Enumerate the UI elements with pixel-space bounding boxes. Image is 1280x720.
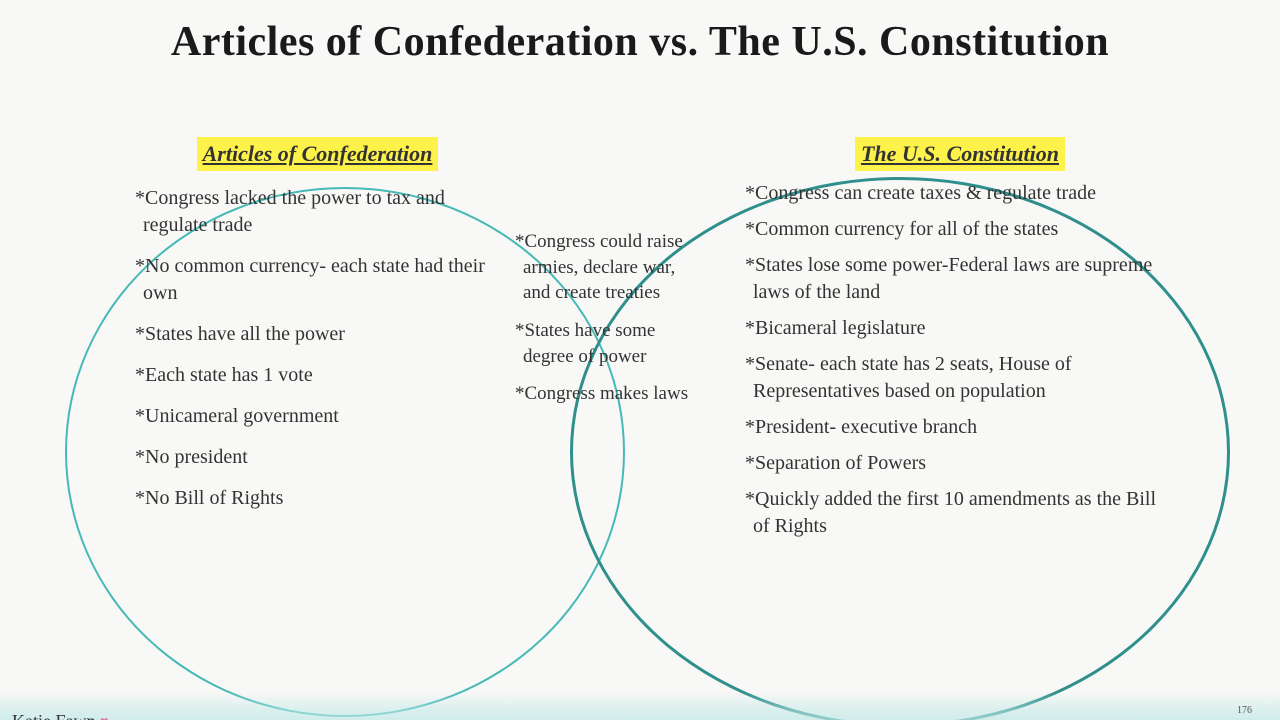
left-heading: Articles of Confederation bbox=[197, 137, 439, 171]
list-item: *States lose some power-Federal laws are… bbox=[745, 252, 1175, 306]
list-item: *Common currency for all of the states bbox=[745, 216, 1175, 243]
list-item: *No president bbox=[135, 444, 500, 471]
list-item: *No Bill of Rights bbox=[135, 485, 500, 512]
list-item: *Each state has 1 vote bbox=[135, 362, 500, 389]
right-section: The U.S. Constitution *Congress can crea… bbox=[745, 137, 1175, 549]
list-item: *States have all the power bbox=[135, 321, 500, 348]
list-item: *Quickly added the first 10 amendments a… bbox=[745, 486, 1175, 540]
left-items: *Congress lacked the power to tax and re… bbox=[135, 185, 500, 512]
list-item: *Unicameral government bbox=[135, 403, 500, 430]
bottom-watercolor-strip bbox=[0, 692, 1280, 720]
list-item: *States have some degree of power bbox=[515, 318, 700, 369]
middle-items: *Congress could raise armies, declare wa… bbox=[515, 229, 700, 407]
list-item: *Congress makes laws bbox=[515, 381, 700, 407]
overlap-section: *Congress could raise armies, declare wa… bbox=[515, 217, 700, 419]
list-item: *President- executive branch bbox=[745, 414, 1175, 441]
heart-icon: ♥ bbox=[100, 715, 108, 720]
list-item: *Congress lacked the power to tax and re… bbox=[135, 185, 500, 239]
venn-diagram: Articles of Confederation *Congress lack… bbox=[0, 72, 1280, 692]
left-section: Articles of Confederation *Congress lack… bbox=[135, 137, 500, 526]
list-item: *Senate- each state has 2 seats, House o… bbox=[745, 351, 1175, 405]
list-item: *Bicameral legislature bbox=[745, 315, 1175, 342]
page-title: Articles of Confederation vs. The U.S. C… bbox=[0, 18, 1280, 66]
page-number: 176 bbox=[1237, 705, 1252, 716]
list-item: *No common currency- each state had thei… bbox=[135, 253, 500, 307]
list-item: *Congress could raise armies, declare wa… bbox=[515, 229, 700, 306]
list-item: *Congress can create taxes & regulate tr… bbox=[745, 180, 1175, 207]
right-heading: The U.S. Constitution bbox=[855, 137, 1065, 171]
right-items: *Congress can create taxes & regulate tr… bbox=[745, 180, 1175, 540]
list-item: *Separation of Powers bbox=[745, 450, 1175, 477]
author-signature: Katie Fawn ♥ bbox=[12, 711, 108, 720]
